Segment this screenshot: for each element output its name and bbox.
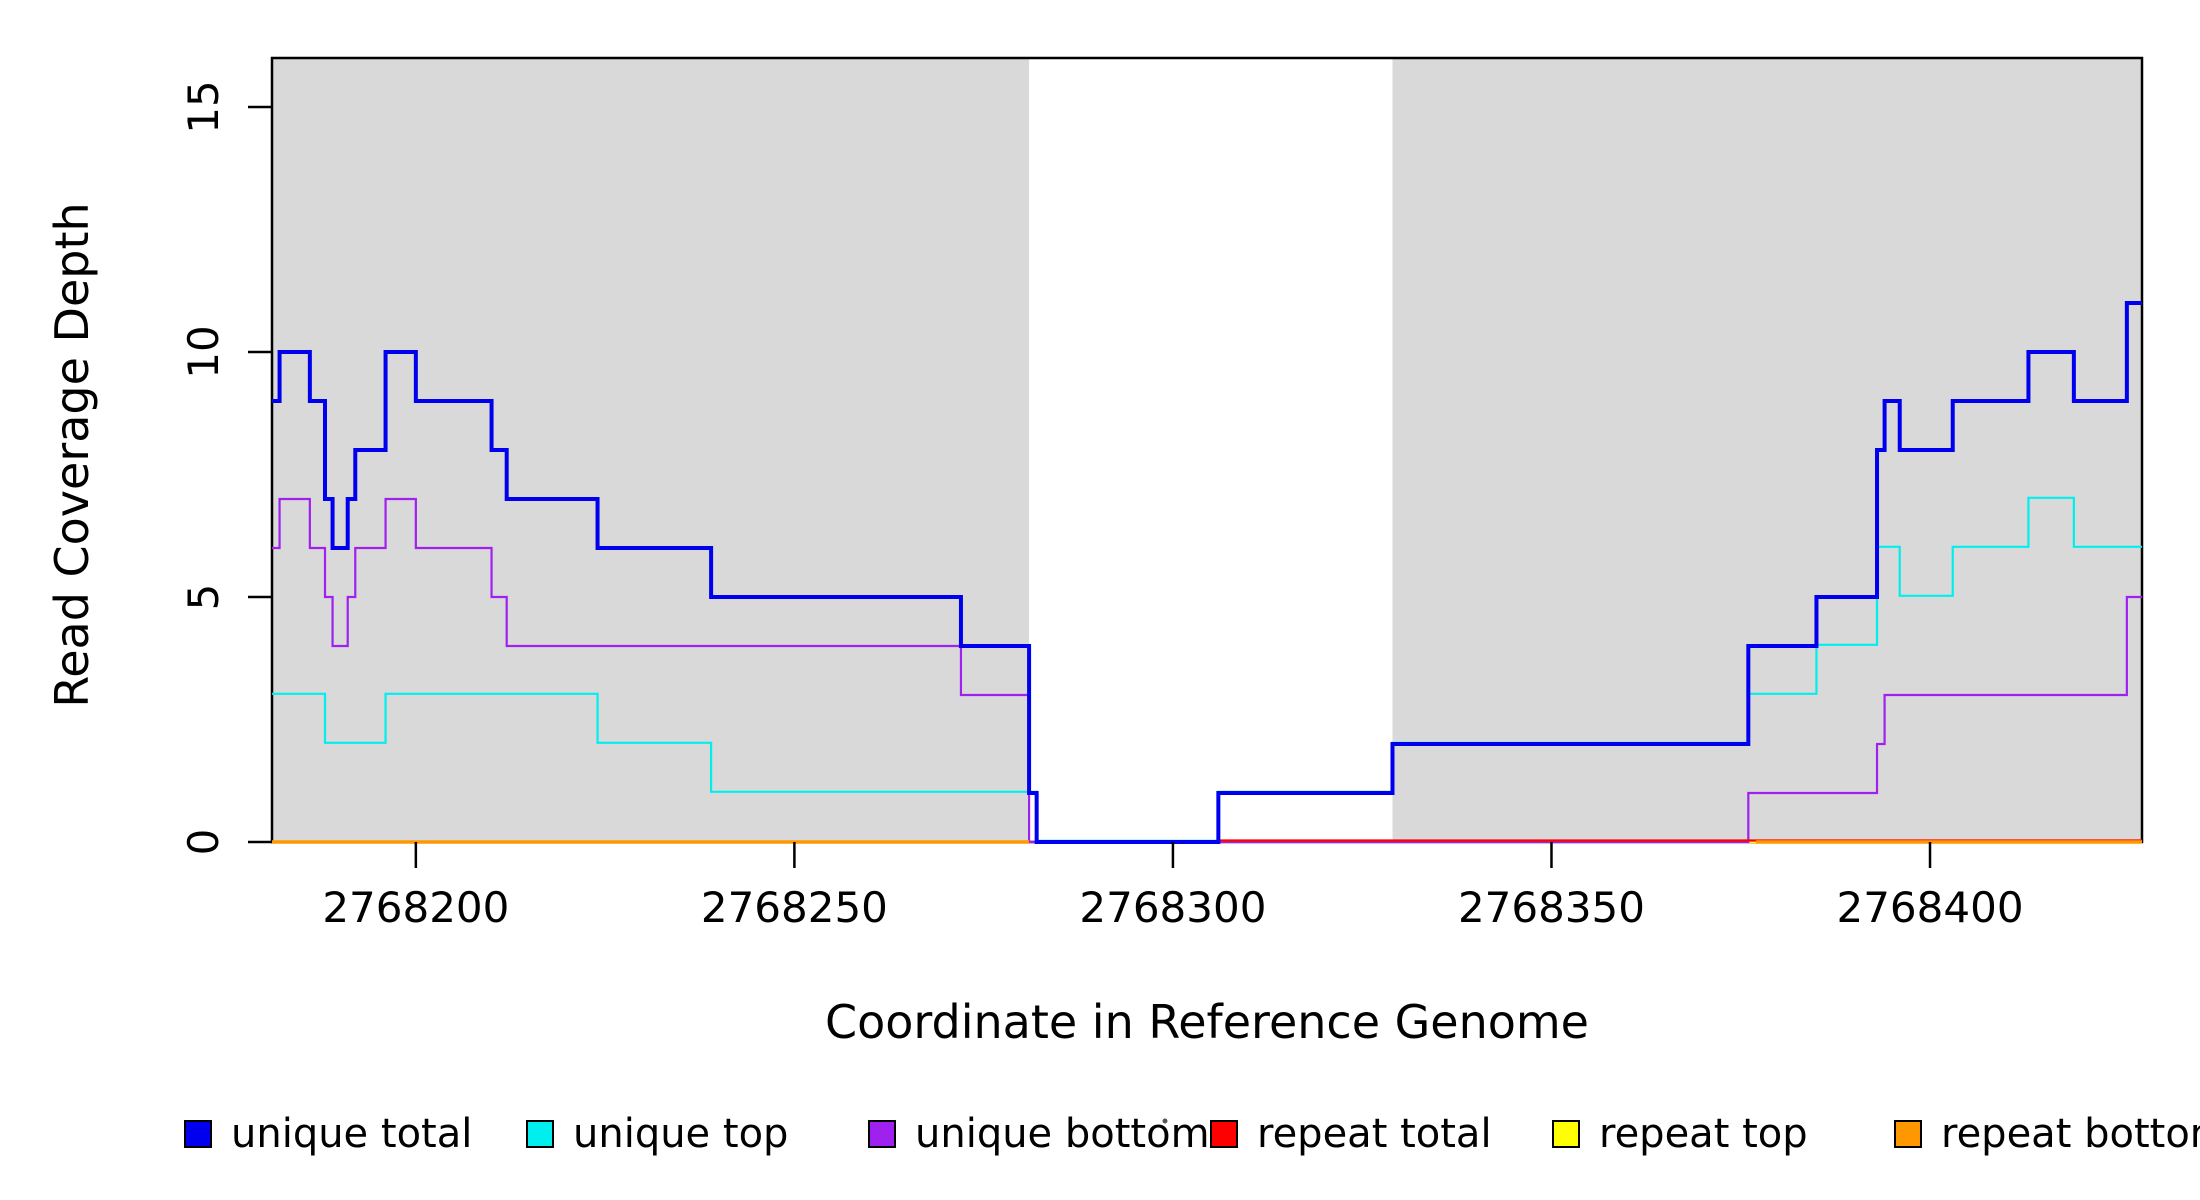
- legend-label: repeat top: [1599, 1111, 1808, 1157]
- legend-item: repeat top: [1552, 1111, 1808, 1157]
- stray-mark: [1162, 1118, 1168, 1124]
- legend-label: repeat total: [1257, 1111, 1492, 1157]
- legend-swatch-repeat-bottom-icon: [1894, 1120, 1922, 1148]
- legend-swatch-repeat-top-icon: [1552, 1120, 1580, 1148]
- series-line-unique-total: [272, 301, 2142, 844]
- legend-swatch-unique-top-icon: [526, 1120, 554, 1148]
- legend-label: unique top: [573, 1111, 788, 1157]
- y-axis-ticks: 0 5 10 15: [179, 80, 272, 855]
- y-tick-label: 5: [179, 584, 228, 611]
- y-tick-label: 15: [179, 80, 228, 133]
- x-axis-title: Coordinate in Reference Genome: [825, 995, 1589, 1049]
- x-axis-ticks: 2768200 2768250 2768300 2768350 2768400: [322, 842, 2024, 932]
- legend-item: unique total: [184, 1111, 472, 1157]
- x-tick-label: 2768350: [1458, 883, 1645, 932]
- y-tick-label: 10: [179, 325, 228, 378]
- x-tick-label: 2768250: [701, 883, 888, 932]
- legend-item: unique top: [526, 1111, 788, 1157]
- legend-swatch-repeat-total-icon: [1210, 1120, 1238, 1148]
- y-axis-title: Read Coverage Depth: [45, 202, 99, 707]
- legend-label: unique total: [231, 1111, 472, 1157]
- legend-label: repeat bottom: [1941, 1111, 2200, 1157]
- x-tick-label: 2768200: [322, 883, 509, 932]
- shaded-region: [272, 58, 1030, 842]
- y-tick-label: 0: [179, 829, 228, 856]
- legend-item: repeat bottom: [1894, 1111, 2200, 1157]
- x-tick-label: 2768400: [1836, 883, 2023, 932]
- shaded-region: [1392, 58, 2142, 842]
- x-tick-label: 2768300: [1079, 883, 1266, 932]
- legend-item: repeat total: [1210, 1111, 1492, 1157]
- legend-label: unique bottom: [915, 1111, 1210, 1157]
- legend: unique total unique top unique bottom repea…: [184, 1111, 2200, 1157]
- legend-item: unique bottom: [868, 1111, 1210, 1157]
- legend-swatch-unique-total-icon: [184, 1120, 212, 1148]
- shaded-regions: [272, 58, 2142, 842]
- series-lines: [272, 301, 2142, 844]
- legend-swatch-unique-bottom-icon: [868, 1120, 896, 1148]
- series-line-unique-bottom: [272, 497, 2142, 844]
